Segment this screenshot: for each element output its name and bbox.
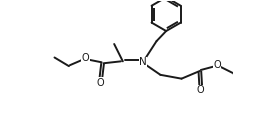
Text: O: O [197,85,205,95]
Text: O: O [97,78,104,88]
Text: O: O [213,60,221,70]
Text: N: N [139,57,147,67]
Text: O: O [82,53,89,63]
